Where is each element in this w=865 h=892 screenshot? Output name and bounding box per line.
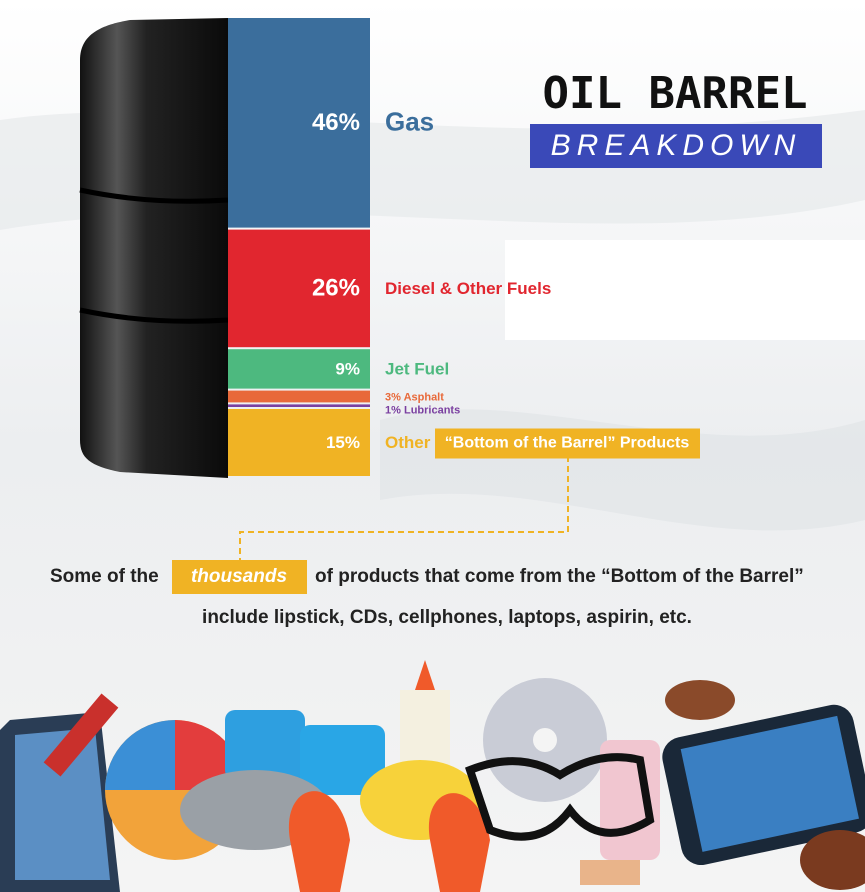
subtitle: BREAKDOWN	[551, 129, 802, 162]
series-name: Diesel & Other Fuels	[385, 279, 551, 298]
barrel-body	[80, 18, 228, 478]
value-label: 1%	[385, 404, 401, 416]
series-label: 3% Asphalt	[385, 391, 444, 403]
glue	[400, 690, 450, 770]
sentence-line2: include lipstick, CDs, cellphones, lapto…	[202, 607, 692, 628]
sentence-end: of products that come from the “Bottom o…	[315, 566, 804, 587]
series-name: Lubricants	[404, 404, 460, 416]
barrel-segment	[228, 391, 370, 403]
series-label: 1% Lubricants	[385, 404, 460, 416]
note: “Bottom of the Barrel” Products	[445, 435, 690, 452]
series-name: Jet Fuel	[385, 359, 449, 378]
cd-hole	[533, 728, 557, 752]
value-label: 9%	[335, 359, 360, 378]
series-name: Gas	[385, 107, 434, 137]
value-label: 46%	[312, 109, 360, 136]
panel	[505, 240, 865, 340]
value-label: 3%	[385, 391, 401, 403]
chart: OIL BARREL BREAKDOWN Some of the thousan…	[0, 0, 865, 892]
value-label: 15%	[326, 433, 360, 452]
barrel-segment	[228, 404, 370, 407]
title: OIL BARREL	[543, 68, 808, 119]
bandage	[580, 860, 640, 885]
sentence-start: Some of the	[50, 566, 159, 587]
page: OIL BARREL BREAKDOWN Some of the thousan…	[0, 0, 865, 892]
plunger	[665, 680, 735, 720]
series-name: Asphalt	[404, 391, 445, 403]
highlight: thousands	[191, 566, 287, 587]
cup	[225, 710, 305, 780]
series-name: Other	[385, 433, 431, 452]
value-label: 26%	[312, 275, 360, 302]
